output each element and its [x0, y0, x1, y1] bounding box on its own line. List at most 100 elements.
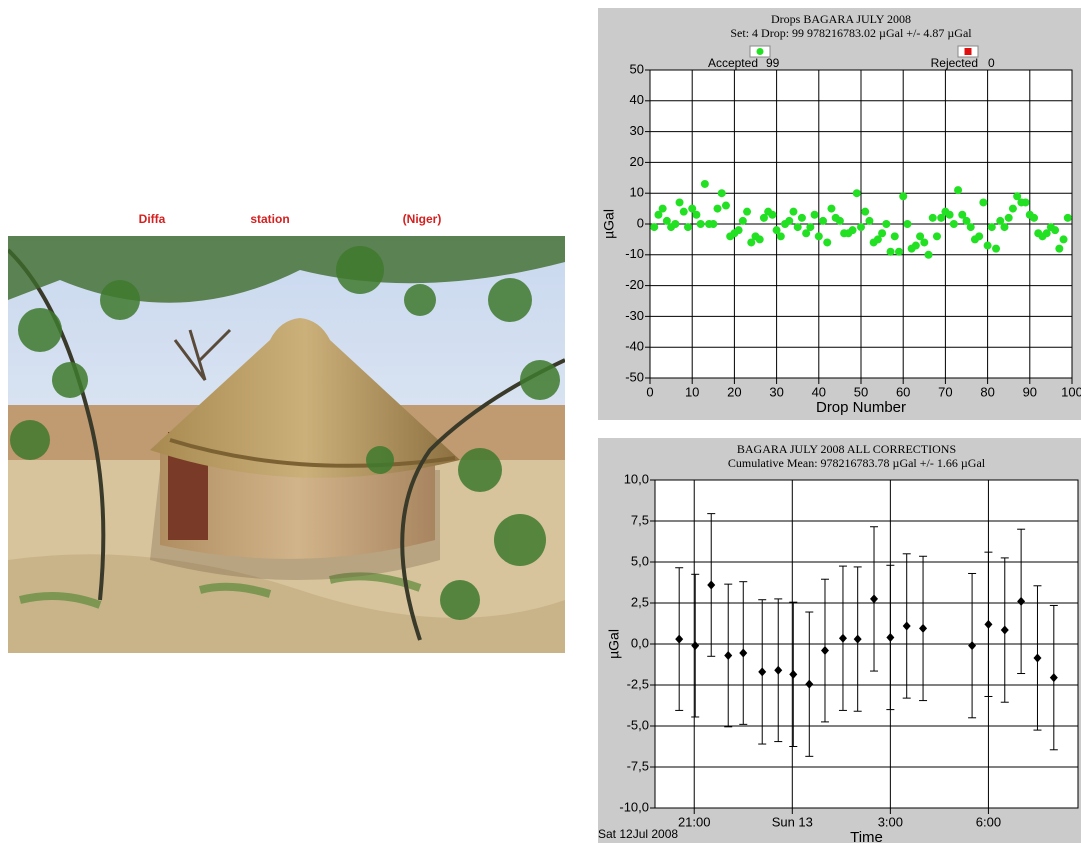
legend-count: 0 [988, 56, 995, 70]
data-point [758, 667, 767, 677]
data-point [785, 216, 794, 225]
data-point [692, 210, 701, 219]
data-point [1030, 213, 1039, 222]
data-point [902, 621, 911, 631]
y-tick-label: 10 [630, 185, 644, 200]
x-tick-label: 60 [896, 384, 910, 399]
chart-title: Drops BAGARA JULY 2008 [771, 12, 911, 26]
y-tick-label: 2,5 [631, 594, 649, 609]
data-point [937, 213, 946, 222]
data-point [903, 220, 912, 228]
data-point [806, 223, 815, 232]
data-point [793, 223, 802, 232]
data-point [814, 232, 823, 241]
photo [8, 236, 565, 653]
y-tick-label: 0,0 [631, 635, 649, 650]
data-point [827, 204, 836, 213]
y-tick-label: -30 [625, 308, 644, 323]
data-point [954, 186, 963, 195]
data-point [865, 216, 874, 225]
legend-marker [964, 48, 972, 55]
data-point [802, 229, 811, 238]
data-point [979, 198, 988, 207]
data-point [945, 210, 954, 219]
data-point [932, 232, 941, 241]
data-point [691, 641, 700, 651]
x-tick-label: 70 [938, 384, 952, 399]
data-point [857, 223, 865, 232]
data-point [700, 179, 709, 188]
y-tick-label: -20 [625, 277, 644, 292]
chart-subtitle: Set: 4 Drop: 99 978216783.02 µGal +/- 4.… [730, 26, 972, 40]
data-point [899, 192, 908, 201]
data-point [1059, 235, 1068, 244]
chart-title: BAGARA JULY 2008 ALL CORRECTIONS [737, 442, 956, 456]
data-point [675, 634, 684, 644]
chart-subtitle: Cumulative Mean: 978216783.78 µGal +/- 1… [728, 456, 986, 470]
data-point [721, 201, 730, 210]
data-point [1017, 596, 1026, 606]
data-point [747, 238, 756, 247]
data-point [890, 232, 899, 241]
data-point [662, 216, 671, 225]
data-point [789, 669, 798, 679]
y-tick-label: -40 [625, 339, 644, 354]
data-point [882, 220, 891, 228]
data-point [1008, 204, 1017, 213]
data-point [987, 223, 996, 232]
y-tick-label: -10 [625, 246, 644, 261]
data-point [958, 210, 967, 219]
data-point [774, 665, 783, 675]
x-tick-label: Sun 13 [772, 814, 813, 829]
data-point [713, 204, 722, 213]
data-point [1049, 673, 1058, 683]
y-tick-label: -2,5 [627, 676, 649, 691]
data-point [1033, 653, 1042, 663]
y-tick-label: -5,0 [627, 717, 649, 732]
data-point [1042, 229, 1051, 238]
x-tick-label: 3:00 [878, 814, 903, 829]
data-point [755, 235, 764, 244]
y-axis-label: µGal [606, 629, 622, 659]
y-tick-label: 10,0 [624, 471, 649, 486]
data-point [984, 619, 993, 629]
data-point [743, 207, 752, 216]
data-point [823, 238, 832, 247]
data-point [848, 226, 857, 235]
x-tick-label: 30 [769, 384, 783, 399]
y-tick-label: 5,0 [631, 553, 649, 568]
data-point [709, 220, 718, 228]
data-point [679, 207, 688, 216]
data-point [738, 216, 747, 225]
data-point [768, 210, 777, 219]
y-tick-label: 50 [630, 61, 644, 76]
data-point [1000, 625, 1009, 635]
data-point [1000, 223, 1009, 232]
data-point [1055, 244, 1064, 253]
data-point [789, 207, 798, 216]
data-point [968, 641, 977, 651]
data-point [861, 207, 870, 216]
data-point [688, 204, 697, 213]
data-point [924, 250, 933, 259]
y-tick-label: -10,0 [619, 799, 649, 814]
data-point [671, 220, 680, 228]
data-point [1013, 192, 1022, 201]
y-tick-label: 7,5 [631, 512, 649, 527]
data-point [916, 232, 925, 241]
x-tick-label: 0 [646, 384, 653, 399]
data-point [675, 198, 684, 207]
y-tick-label: 30 [630, 123, 644, 138]
data-point [852, 189, 861, 198]
y-tick-label: 40 [630, 92, 644, 107]
caption-word: Diffa [139, 212, 166, 226]
y-tick-label: -50 [625, 369, 644, 384]
data-point [1063, 213, 1072, 222]
caption-word: (Niger) [403, 212, 442, 226]
data-point [819, 216, 828, 225]
data-point [870, 594, 879, 604]
data-point [962, 216, 971, 225]
data-point [797, 213, 806, 222]
data-point [759, 213, 768, 222]
